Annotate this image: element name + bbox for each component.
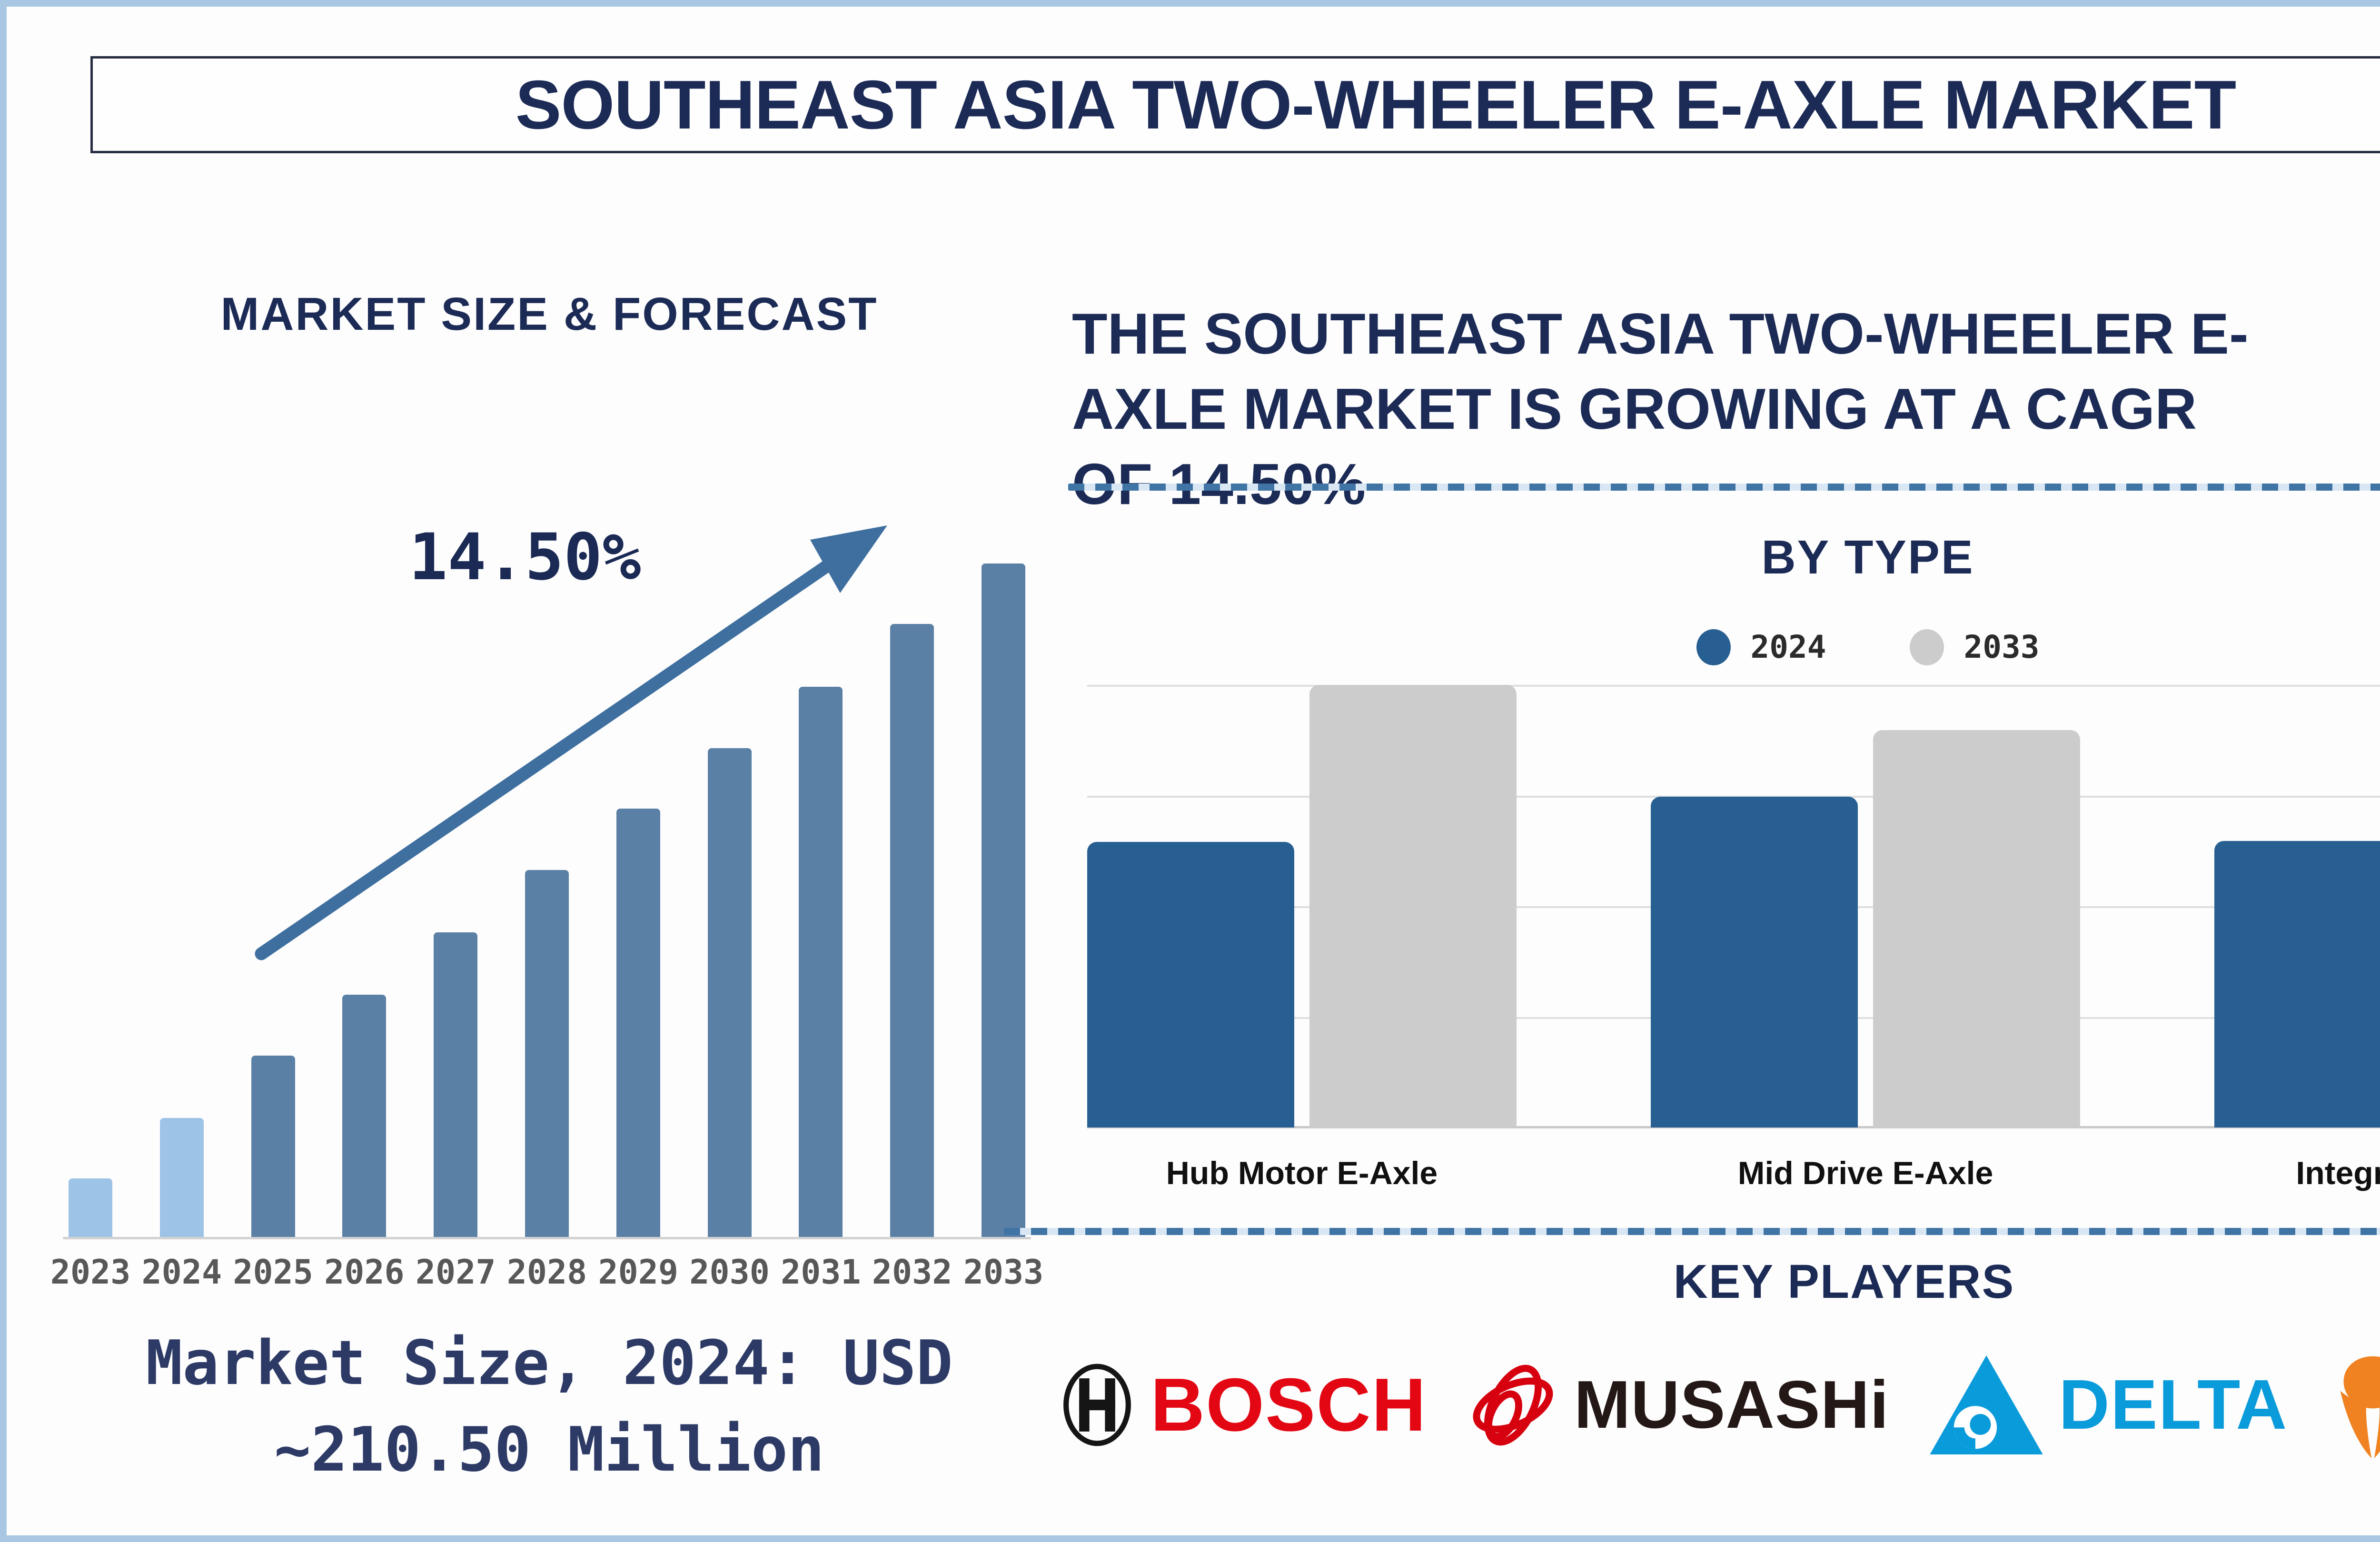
legend-label: 2033 — [1964, 629, 2040, 665]
market-size-caption-line2: ~210.50 Million — [274, 1414, 824, 1485]
by-type-bar-2024 — [1087, 842, 1294, 1127]
market-size-axis-line — [63, 1237, 1031, 1239]
bar-fill — [69, 1178, 112, 1237]
bosch-emblem-icon — [1063, 1364, 1131, 1446]
market-size-year-axis: 2023 2024 2025 2026 2027 2028 2029 2030 2031 2032… — [50, 1253, 1044, 1292]
market-size-heading: MARKET SIZE & FORECAST — [220, 288, 878, 340]
bar-fill — [890, 624, 934, 1237]
x-axis-tick-label: 2032 — [872, 1253, 952, 1292]
dashed-divider-bottom — [1004, 1228, 2380, 1235]
key-players-row: BOSCH MUSASHi DELTA — [1056, 1334, 2380, 1476]
x-axis-tick-label: 2030 — [689, 1253, 770, 1292]
category-label: Integrated E-Axle — [2296, 1155, 2380, 1191]
x-axis-tick-label: 2023 — [50, 1253, 131, 1292]
by-type-bar-2024 — [1651, 797, 1858, 1127]
delta-triangle-icon — [1930, 1355, 2043, 1454]
key-players-heading: KEY PLAYERS — [1673, 1255, 2015, 1308]
market-size-caption: Market Size, 2024: USD ~210.50 Million — [83, 1320, 1016, 1493]
by-type-bar-group — [2214, 685, 2380, 1127]
by-type-bar-group — [1087, 685, 1517, 1127]
bar-fill — [251, 1056, 295, 1237]
musashi-orbit-icon — [1473, 1364, 1553, 1445]
bar-fill — [159, 1117, 204, 1237]
category-label: Mid Drive E-Axle — [1737, 1155, 1993, 1191]
bosch-logo: BOSCH — [1056, 1362, 1427, 1448]
bar-fill — [342, 994, 387, 1237]
by-type-bar-group — [1651, 685, 2080, 1127]
page-title: SOUTHEAST ASIA TWO-WHEELER E-AXLE MARKET — [515, 66, 2236, 143]
bar-fill — [799, 686, 843, 1237]
market-size-bar-2032 — [890, 563, 934, 1237]
bar-fill — [707, 748, 752, 1237]
growth-statement-line1: THE SOUTHEAST ASIA TWO-WHEELER E- — [1072, 301, 2249, 366]
x-axis-tick-label: 2026 — [324, 1253, 405, 1292]
market-size-bar-2028 — [525, 563, 569, 1237]
gridline — [1087, 685, 2380, 687]
bar-fill — [981, 563, 1025, 1237]
market-size-bar-2027 — [434, 563, 478, 1237]
by-type-legend: 2024 2033 — [1073, 624, 2380, 670]
market-size-bar-2033 — [981, 563, 1025, 1237]
by-type-chart — [1087, 685, 2380, 1128]
cagr-annotation: 14.50% — [409, 520, 641, 594]
by-type-bar-2033 — [1873, 730, 2080, 1127]
delta-wordmark: DELTA — [2059, 1365, 2288, 1444]
musashi-wordmark: MUSASHi — [1574, 1367, 1889, 1443]
bar-fill — [434, 932, 478, 1237]
x-axis-tick-label: 2031 — [781, 1253, 861, 1292]
x-axis-tick-label: 2033 — [963, 1253, 1044, 1292]
yadea-logo: YADEA — [2325, 1352, 2380, 1459]
by-type-heading: BY TYPE — [1761, 531, 1974, 584]
market-size-bar-2025 — [251, 563, 295, 1237]
x-axis-tick-label: 2024 — [141, 1253, 222, 1292]
market-size-chart — [69, 563, 1025, 1237]
category-label: Hub Motor E-Axle — [1166, 1155, 1438, 1191]
bar-fill — [525, 870, 569, 1237]
market-size-bar-2029 — [616, 563, 660, 1237]
legend-dot-icon — [1696, 629, 1731, 665]
yadea-wing-icon — [2340, 1356, 2380, 1458]
dashed-divider-top — [1068, 484, 2380, 491]
x-axis-tick-label: 2029 — [598, 1253, 679, 1292]
title-box: SOUTHEAST ASIA TWO-WHEELER E-AXLE MARKET — [90, 56, 2380, 153]
by-type-bar-2024 — [2214, 841, 2380, 1127]
by-type-bar-2033 — [1309, 685, 1517, 1127]
market-size-bar-2030 — [707, 563, 752, 1237]
by-type-groups — [1087, 685, 2380, 1127]
market-size-bar-2024 — [159, 563, 204, 1237]
market-size-bar-2031 — [799, 563, 843, 1237]
musashi-logo: MUSASHi — [1464, 1359, 1889, 1452]
growth-arrow-icon — [255, 525, 887, 960]
legend-label: 2024 — [1750, 629, 1826, 665]
market-size-caption-line1: Market Size, 2024: USD — [146, 1328, 953, 1399]
x-axis-tick-label: 2027 — [415, 1253, 496, 1292]
growth-statement-line2: AXLE MARKET IS GROWING AT A CAGR — [1072, 376, 2197, 441]
bosch-wordmark: BOSCH — [1150, 1363, 1427, 1447]
legend-item-2024: 2024 — [1696, 629, 1826, 665]
growth-statement: THE SOUTHEAST ASIA TWO-WHEELER E- AXLE M… — [1072, 296, 2380, 522]
market-size-bar-2026 — [342, 563, 387, 1237]
gridline — [1087, 795, 2380, 798]
delta-logo: DELTA — [1926, 1352, 2288, 1458]
market-size-bar-2023 — [69, 563, 112, 1237]
x-axis-tick-label: 2028 — [506, 1253, 587, 1292]
by-type-category-axis: Hub Motor E-Axle Mid Drive E-Axle Integrat… — [1087, 1155, 2380, 1192]
legend-dot-icon — [1909, 629, 1944, 665]
x-axis-tick-label: 2025 — [233, 1253, 313, 1292]
legend-item-2033: 2033 — [1909, 629, 2040, 665]
bar-fill — [616, 809, 660, 1237]
